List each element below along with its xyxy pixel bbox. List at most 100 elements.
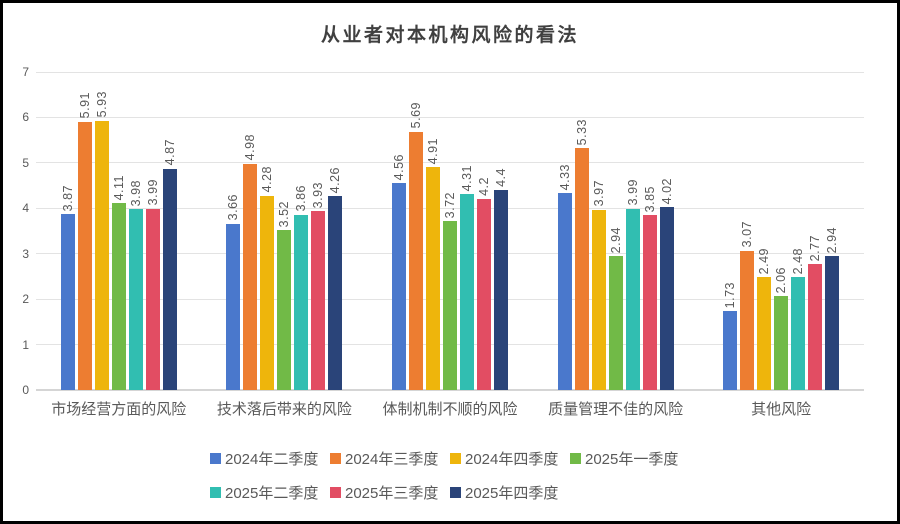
bar-value-label: 3.72: [442, 191, 457, 219]
bar-wrapper: 4.28: [260, 72, 275, 390]
gridline: [36, 116, 864, 118]
bar-value-label: 4.31: [459, 164, 474, 192]
bar: [77, 121, 92, 390]
bar: [791, 277, 806, 390]
bar-group: 3.66 4.98 4.28 3.52 3.86 3.93 4.26: [202, 72, 368, 390]
bar: [591, 209, 606, 390]
legend-item: 2024年四季度: [450, 441, 570, 475]
legend-swatch-icon: [330, 486, 341, 498]
bar-wrapper: 4.91: [425, 72, 440, 390]
bar: [757, 276, 772, 390]
bar: [294, 214, 309, 390]
legend-swatch-icon: [210, 452, 221, 464]
bar-group: 4.56 5.69 4.91 3.72 4.31 4.2 4.4: [367, 72, 533, 390]
bar: [94, 120, 109, 390]
bar-value-label: 4.33: [557, 163, 572, 191]
bar-wrapper: 2.94: [825, 72, 840, 390]
bar-value-label: 4.91: [425, 137, 440, 164]
bar-wrapper: 4.02: [659, 72, 674, 390]
bar-value-label: 3.93: [311, 182, 326, 209]
bar-value-label: 5.93: [94, 91, 109, 118]
legend-label: 2025年二季度: [225, 484, 319, 502]
bar-value-label: 2.48: [791, 248, 806, 275]
bar: [825, 256, 840, 390]
y-axis-tick-label: 5: [22, 155, 29, 170]
bar-wrapper: 5.69: [408, 72, 423, 390]
bar: [243, 163, 258, 390]
x-axis-line: [36, 389, 864, 391]
bar-value-label: 4.11: [111, 174, 126, 201]
bar-value-label: 4.28: [260, 166, 275, 193]
bar-wrapper: 3.99: [625, 72, 640, 390]
bar: [328, 196, 343, 390]
bar: [723, 311, 738, 390]
bar-value-label: 4.56: [391, 153, 406, 180]
y-axis-tick-label: 1: [22, 337, 29, 352]
bar-wrapper: 4.33: [557, 72, 572, 390]
bar-value-label: 5.69: [408, 102, 423, 129]
bar: [391, 182, 406, 390]
bar-value-label: 5.33: [574, 118, 589, 145]
bar: [493, 190, 508, 390]
bar-wrapper: 4.26: [328, 72, 343, 390]
bar-wrapper: 3.86: [294, 72, 309, 390]
bar-wrapper: 4.4: [493, 72, 508, 390]
legend-swatch-icon: [450, 452, 461, 464]
bar-value-label: 1.73: [723, 282, 738, 309]
bar-value-label: 3.97: [591, 180, 606, 207]
bar: [162, 168, 177, 390]
x-axis-category-label: 体制机制不顺的风险: [382, 401, 518, 418]
bar-wrapper: 4.11: [111, 72, 126, 390]
bar-wrapper: 2.06: [774, 72, 789, 390]
x-axis-category-label: 技术落后带来的风险: [216, 401, 352, 418]
y-axis-tick-label: 4: [22, 201, 29, 216]
y-axis-tick-label: 3: [22, 246, 29, 261]
bar-wrapper: 3.87: [60, 72, 75, 390]
bar-value-label: 3.87: [60, 184, 75, 212]
bar-wrapper: 1.73: [723, 72, 738, 390]
bar-value-label: 2.94: [608, 227, 623, 254]
bar: [442, 221, 457, 390]
legend-item: 2024年二季度: [210, 441, 330, 475]
bar-wrapper: 4.56: [391, 72, 406, 390]
chart-legend: 2024年二季度 2024年三季度 2024年四季度 2025年一季度 2025年二季度…: [210, 441, 690, 509]
bar-wrapper: 4.2: [476, 72, 491, 390]
legend-label: 2024年三季度: [345, 450, 439, 468]
y-axis-tick-label: 7: [22, 65, 29, 79]
gridline: [36, 162, 864, 164]
bar-value-label: 2.77: [808, 234, 823, 262]
bar-wrapper: 5.93: [94, 72, 109, 390]
bar-wrapper: 3.07: [740, 72, 755, 390]
bar-wrapper: 2.49: [757, 72, 772, 390]
bar-wrapper: 4.31: [459, 72, 474, 390]
y-axis-tick-label: 2: [22, 292, 29, 307]
legend-item: 2024年三季度: [330, 441, 450, 475]
bar-value-label: 4.87: [162, 139, 177, 166]
x-axis-category-label: 其他风险: [751, 401, 812, 418]
bar-wrapper: 4.98: [243, 72, 258, 390]
bar: [277, 230, 292, 390]
bar-wrapper: 3.72: [442, 72, 457, 390]
bar-wrapper: 3.99: [145, 72, 160, 390]
bar-value-label: 2.49: [757, 247, 772, 274]
gridline: [36, 207, 864, 209]
bar-value-label: 3.98: [128, 179, 143, 207]
legend-label: 2025年一季度: [585, 450, 679, 468]
bar-wrapper: 2.94: [608, 72, 623, 390]
bar: [111, 203, 126, 390]
bar: [625, 208, 640, 390]
bar: [774, 296, 789, 390]
bar-wrapper: 3.66: [226, 72, 241, 390]
bar: [476, 199, 491, 390]
bar: [128, 209, 143, 390]
bar-value-label: 4.98: [243, 134, 258, 161]
bar: [459, 194, 474, 390]
legend-label: 2025年四季度: [465, 484, 559, 502]
bar: [557, 193, 572, 390]
legend-item: 2025年二季度: [210, 475, 330, 509]
bar-wrapper: 3.97: [591, 72, 606, 390]
bar-value-label: 3.99: [625, 179, 640, 206]
bar: [740, 250, 755, 390]
bar: [574, 147, 589, 390]
bar-value-label: 3.07: [740, 221, 755, 248]
